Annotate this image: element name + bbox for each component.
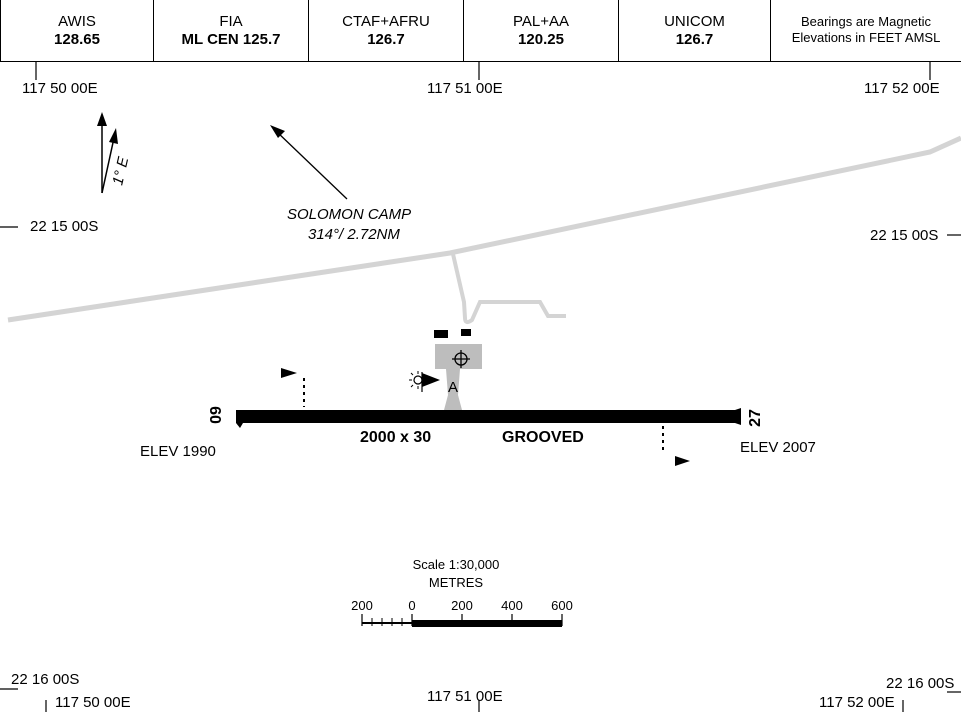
reference-arrowhead: [270, 125, 285, 138]
frequency-bar: AWIS 128.65 FIA ML CEN 125.7 CTAF+AFRU 1…: [0, 0, 961, 62]
scale-tick-label: 200: [351, 598, 373, 613]
magnetic-variation-arrows: [97, 112, 118, 194]
lat-label-left: 22 15 00S: [30, 218, 98, 235]
freq-pal: PAL+AA 120.25: [464, 0, 619, 61]
lon-label-bottom-left: 117 50 00E: [55, 694, 131, 711]
freq-ctaf: CTAF+AFRU 126.7: [309, 0, 464, 61]
elevations-note: Elevations in FEET AMSL: [791, 30, 941, 45]
main-road: [7, 135, 961, 323]
freq-unicom: UNICOM 126.7: [619, 0, 771, 61]
freq-awis: AWIS 128.65: [0, 0, 154, 61]
runway: [236, 408, 741, 428]
runway-surface: GROOVED: [502, 429, 584, 446]
access-road: [451, 253, 566, 325]
taxiway-label: A: [448, 379, 458, 396]
lon-label-top-mid: 117 51 00E: [427, 80, 503, 97]
runway-dimensions: 2000 x 30: [360, 429, 431, 446]
freq-name: CTAF+AFRU: [342, 13, 430, 30]
threshold-marker-east: [662, 426, 690, 466]
building: [461, 329, 471, 336]
elevation-east: ELEV 2007: [740, 439, 816, 456]
lat-label-right: 22 15 00S: [870, 227, 938, 244]
freq-name: UNICOM: [664, 13, 725, 30]
lat-label-right-bottom: 22 16 00S: [886, 675, 954, 692]
apron: [435, 344, 482, 369]
aerodrome-reference-point-icon: [452, 350, 470, 368]
lon-label-bottom-mid: 117 51 00E: [427, 688, 503, 705]
scale-title: Scale 1:30,000: [413, 557, 500, 572]
lon-label-top-left: 117 50 00E: [22, 80, 98, 97]
threshold-marker-west: [281, 368, 305, 407]
scale-bar: [361, 614, 563, 627]
scale-tick-label: 600: [551, 598, 573, 613]
freq-value: 120.25: [518, 31, 564, 48]
freq-value: ML CEN 125.7: [181, 31, 281, 48]
freq-name: FIA: [219, 13, 243, 30]
freq-name: PAL+AA: [512, 13, 569, 30]
magnetic-variation-label: 1° E: [109, 154, 132, 187]
runway-end-west: 09: [208, 406, 225, 424]
freq-fia: FIA ML CEN 125.7: [154, 0, 309, 61]
bearings-note: Bearings are Magnetic: [800, 14, 932, 29]
elevation-west: ELEV 1990: [140, 443, 216, 460]
freq-name: AWIS: [58, 13, 96, 30]
taxiway-a: [444, 369, 462, 410]
building: [434, 330, 448, 338]
windsock-icon: [421, 372, 440, 392]
scale-tick-label: 0: [408, 598, 415, 613]
scale-units: METRES: [429, 575, 484, 590]
lat-label-left-bottom: 22 16 00S: [11, 671, 79, 688]
runway-end-east: 27: [747, 409, 764, 427]
chart-notes: Bearings are Magnetic Elevations in FEET…: [771, 0, 961, 61]
beacon-icon: [409, 371, 423, 389]
lon-label-top-right: 117 52 00E: [864, 80, 940, 97]
freq-value: 126.7: [367, 31, 405, 48]
freq-value: 128.65: [54, 31, 100, 48]
freq-value: 126.7: [675, 31, 714, 48]
scale-tick-label: 400: [501, 598, 523, 613]
reference-name: SOLOMON CAMP: [287, 206, 411, 223]
reference-arrow: [275, 130, 348, 200]
reference-bearing: 314°/ 2.72NM: [308, 226, 400, 243]
lon-label-bottom-right: 117 52 00E: [819, 694, 895, 711]
scale-tick-label: 200: [451, 598, 473, 613]
